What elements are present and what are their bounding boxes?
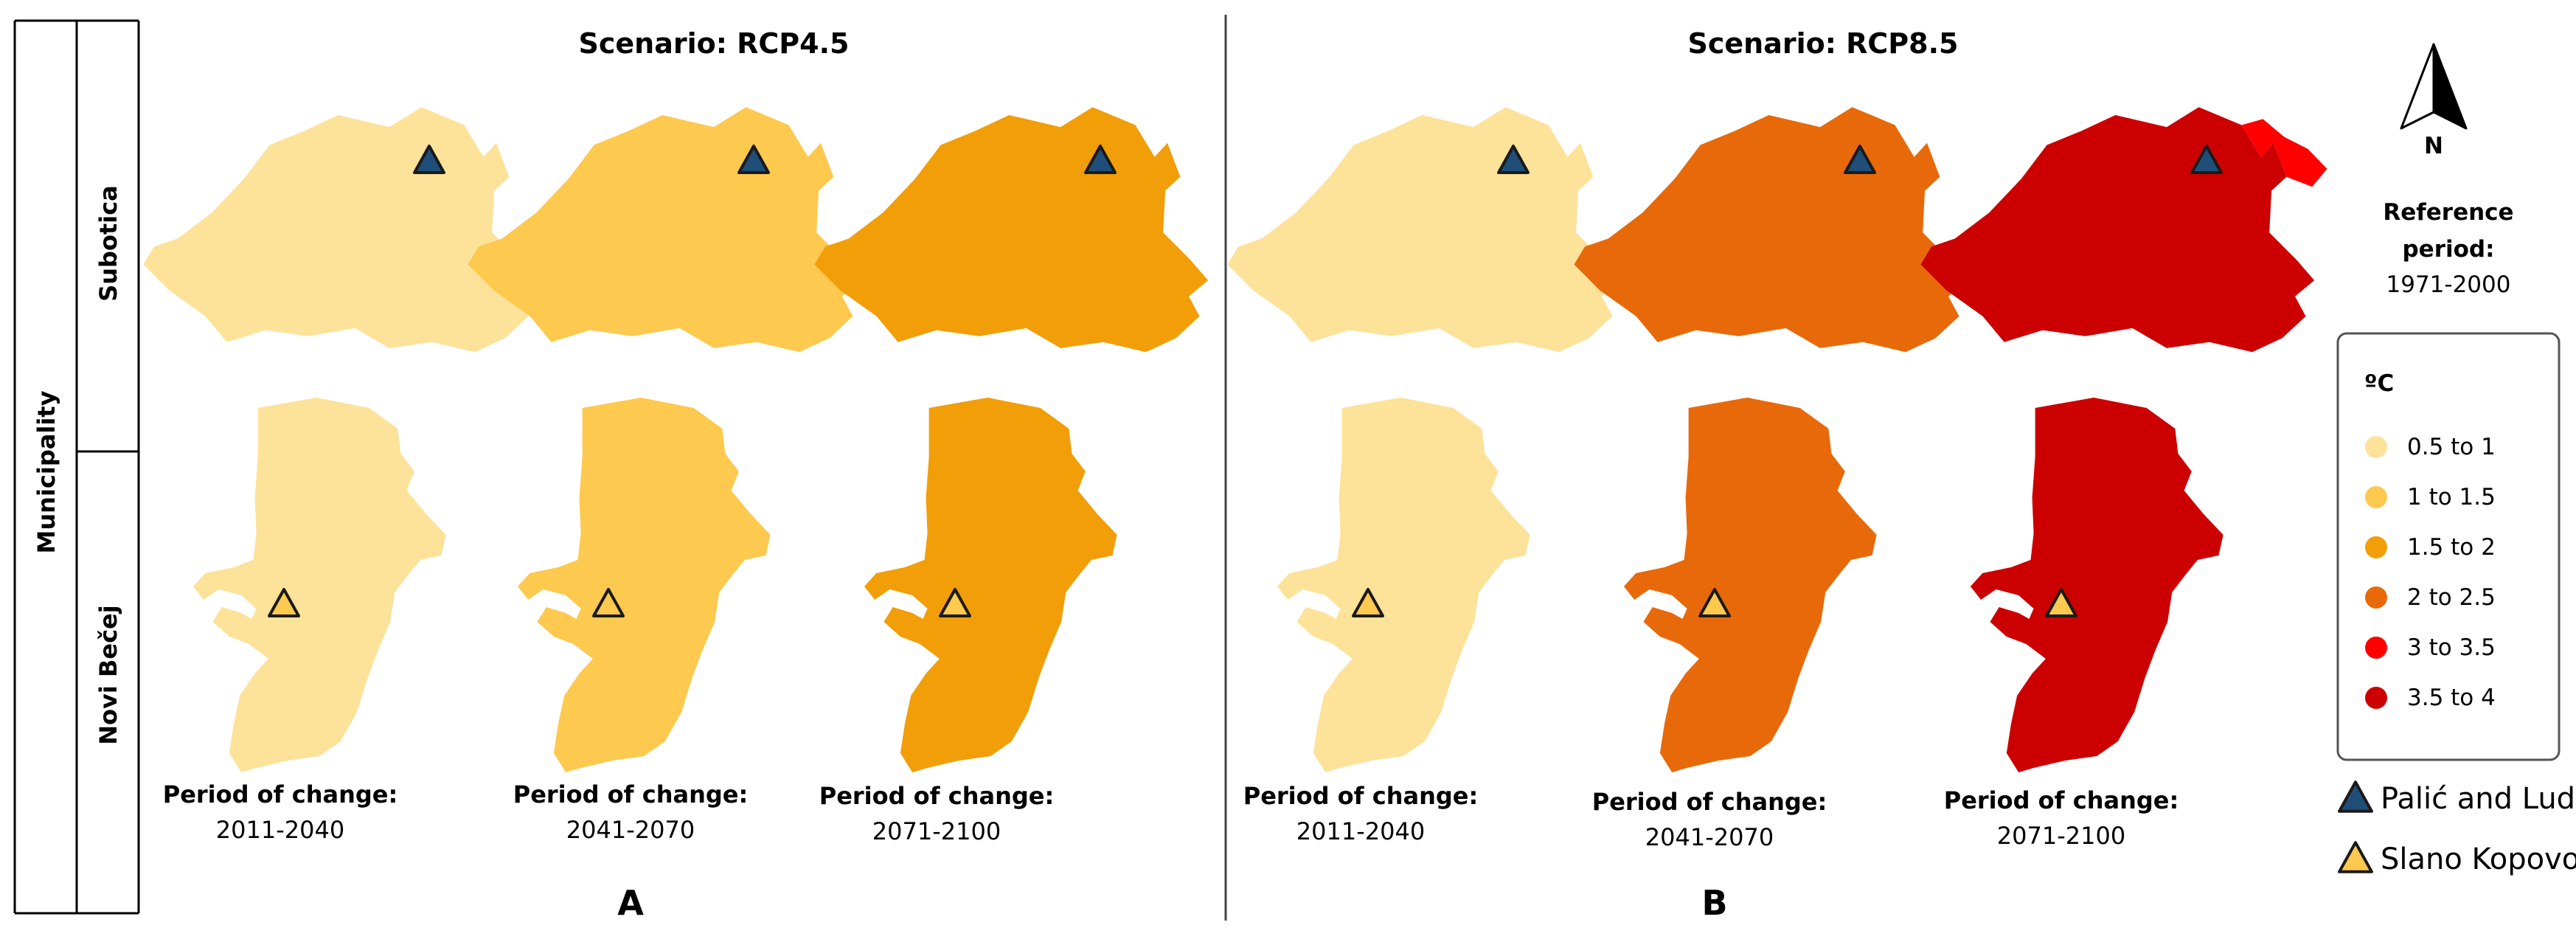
period-years: 2011-2040 <box>216 816 344 844</box>
palic-marker-icon <box>413 145 445 174</box>
map-subotica-b-3 <box>1920 107 2327 353</box>
slano-marker-icon <box>2045 588 2077 617</box>
marker-legend-label: Slano Kopovo <box>2381 842 2576 876</box>
row-header: Municipality Subotica Novi Bečej <box>13 19 140 915</box>
period-years: 2011-2040 <box>1296 817 1425 845</box>
reference-line2: period: <box>2402 236 2494 263</box>
slano-marker-icon <box>1698 588 1731 617</box>
palic-marker-icon <box>737 145 770 174</box>
palic-marker-icon <box>2190 145 2223 174</box>
period-label: Period of change: <box>1243 782 1479 810</box>
legend-label: 1.5 to 2 <box>2407 534 2496 561</box>
map-subotica-a-3 <box>814 107 1209 353</box>
palic-marker-icon <box>1497 145 1530 174</box>
row-label-novi-becej: Novi Bečej <box>94 605 122 744</box>
legend-label: 1 to 1.5 <box>2407 484 2496 510</box>
legend-label: 0.5 to 1 <box>2407 434 2496 460</box>
legend-swatch <box>2365 637 2387 659</box>
map-subotica-b-2 <box>1574 107 1968 353</box>
map-novi-becej-a-2 <box>517 398 771 772</box>
legend-label: 3.5 to 4 <box>2407 685 2496 711</box>
row-label-subotica: Subotica <box>94 185 122 302</box>
period-years: 2041-2070 <box>1645 823 1774 851</box>
period-label: Period of change: <box>163 780 398 808</box>
map-novi-becej-b-2 <box>1623 398 1877 772</box>
period-labels: Period of change: 2011-2040 Period of chan… <box>163 780 2179 851</box>
row-group-label: Municipality <box>32 390 60 553</box>
reference-line1: Reference <box>2383 199 2513 226</box>
reference-years: 1971-2000 <box>2386 271 2511 298</box>
slano-marker-icon <box>1352 588 1384 617</box>
legend-swatch <box>2365 586 2387 609</box>
period-years: 2071-2100 <box>1997 822 2125 850</box>
legend-label: 2 to 2.5 <box>2407 584 2496 611</box>
map-novi-becej-b-1 <box>1277 398 1530 772</box>
panel-a-title: Scenario: RCP4.5 <box>579 27 850 60</box>
marker-legend: Palić and Ludaš Slano Kopovo <box>2338 780 2576 876</box>
slano-marker-icon <box>939 588 971 617</box>
map-novi-becej-a-1 <box>192 398 446 772</box>
period-years: 2071-2100 <box>872 817 1001 845</box>
map-subotica-a-1 <box>143 107 538 353</box>
legend: ºC 0.5 to 1 1 to 1.5 1.5 to 2 2 to 2.5 3 to … <box>2336 332 2561 761</box>
legend-swatch <box>2365 687 2387 709</box>
map-novi-becej-b-3 <box>1970 398 2223 772</box>
period-label: Period of change: <box>513 780 749 808</box>
slano-marker-icon <box>268 588 300 617</box>
period-label: Period of change: <box>1944 786 2179 814</box>
legend-swatch <box>2365 436 2387 458</box>
panel-b-title: Scenario: RCP8.5 <box>1688 27 1959 60</box>
map-novi-becej-a-3 <box>864 398 1117 772</box>
legend-swatch <box>2365 486 2387 508</box>
north-arrow-label: N <box>2424 133 2443 159</box>
period-years: 2041-2070 <box>566 816 695 844</box>
period-label: Period of change: <box>1592 788 1827 816</box>
palic-legend-icon <box>2338 780 2373 813</box>
map-subotica-b-1 <box>1227 107 1622 353</box>
slano-marker-icon <box>592 588 625 617</box>
slano-legend-icon <box>2338 841 2373 873</box>
panel-a-label: A <box>617 883 644 923</box>
palic-marker-icon <box>1084 145 1117 174</box>
marker-legend-label: Palić and Ludaš <box>2381 782 2576 816</box>
legend-label: 3 to 3.5 <box>2407 634 2496 661</box>
maps-grid <box>143 107 2327 772</box>
north-arrow-icon: N <box>2400 43 2468 159</box>
legend-swatch <box>2365 536 2387 558</box>
map-subotica-secondary-3 <box>2241 119 2327 187</box>
legend-unit: ºC <box>2364 370 2394 397</box>
palic-marker-icon <box>1844 145 1876 174</box>
period-label: Period of change: <box>819 782 1055 810</box>
panel-b-label: B <box>1701 883 1727 923</box>
